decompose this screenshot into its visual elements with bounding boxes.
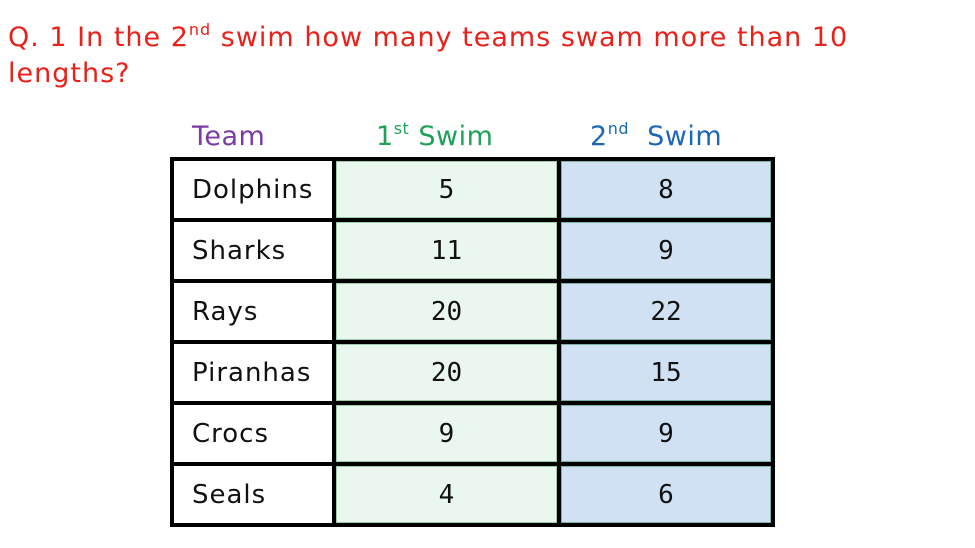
second-swim-cell: 6 xyxy=(561,466,771,523)
team-name-cell: Sharks xyxy=(174,222,332,279)
team-name-cell: Dolphins xyxy=(174,161,332,218)
first-swim-cell: 20 xyxy=(336,344,557,401)
second-swim-cell: 15 xyxy=(561,344,771,401)
header-second-swim-label: Swim xyxy=(628,121,723,152)
question-ordinal-suffix: nd xyxy=(188,20,212,39)
first-swim-cell: 9 xyxy=(336,405,557,462)
second-swim-cell: 8 xyxy=(561,161,771,218)
header-team: Team xyxy=(192,121,266,152)
header-second-swim: 2nd Swim xyxy=(590,120,722,154)
second-swim-cell: 22 xyxy=(561,283,771,340)
header-second-swim-number: 2 xyxy=(590,121,608,152)
team-name-cell: Seals xyxy=(174,466,332,523)
first-swim-cell: 5 xyxy=(336,161,557,218)
header-first-swim-ordinal: st xyxy=(393,119,410,138)
team-name-cell: Crocs xyxy=(174,405,332,462)
header-first-swim-number: 1 xyxy=(376,121,394,152)
header-second-swim-ordinal: nd xyxy=(607,119,629,138)
header-first-swim: 1st Swim xyxy=(376,120,493,154)
second-swim-cell: 9 xyxy=(561,222,771,279)
team-name-cell: Rays xyxy=(174,283,332,340)
question-prefix: Q. 1 In the 2 xyxy=(8,22,189,53)
header-first-swim-label: Swim xyxy=(409,121,494,152)
first-swim-cell: 4 xyxy=(336,466,557,523)
swim-table: Dolphins 5 8 Sharks 11 9 Rays 20 22 Pira… xyxy=(170,157,775,527)
question-suffix: swim how many teams swam more than 10 le… xyxy=(8,22,849,89)
first-swim-cell: 20 xyxy=(336,283,557,340)
team-name-cell: Piranhas xyxy=(174,344,332,401)
second-swim-cell: 9 xyxy=(561,405,771,462)
question-text: Q. 1 In the 2nd swim how many teams swam… xyxy=(8,20,958,92)
first-swim-cell: 11 xyxy=(336,222,557,279)
